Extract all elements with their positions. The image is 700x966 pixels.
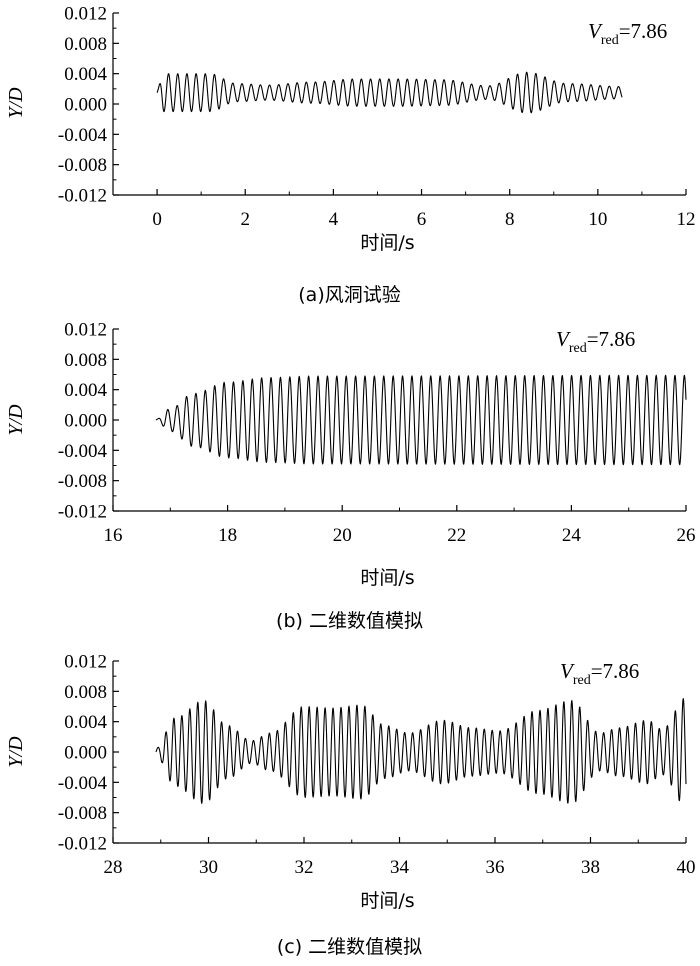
x-tick-label: 34 [390, 857, 410, 878]
y-tick-label: -0.008 [58, 803, 107, 824]
y-tick-label: -0.008 [58, 155, 107, 176]
x-tick-label: 18 [218, 525, 237, 546]
y-tick-label: -0.004 [58, 773, 108, 794]
x-tick-label: 16 [104, 525, 123, 546]
x-tick-label: 2 [240, 209, 250, 230]
x-tick-label: 38 [581, 857, 600, 878]
x-tick-label: 4 [329, 209, 339, 230]
y-tick-label: 0.004 [64, 712, 107, 733]
y-tick-label: 0.012 [64, 320, 107, 341]
y-tick-label: -0.012 [58, 502, 107, 523]
vred-annotation: Vred=7.86 [556, 327, 635, 356]
x-tick-label: 36 [486, 857, 505, 878]
y-tick-label: 0.012 [64, 4, 107, 25]
vred-value: =7.86 [587, 327, 636, 351]
x-axis-title: 时间/s [360, 232, 414, 254]
x-tick-label: 40 [677, 857, 696, 878]
x-tick-label: 12 [677, 209, 696, 230]
vred-sub: red [601, 33, 619, 48]
y-tick-label: 0.008 [64, 350, 107, 371]
x-axis-title: 时间/s [360, 567, 414, 589]
chart-panel-2: 0.012 0.008 0.004 0.000 -0.004 -0.008 -0.01228… [5, 652, 696, 959]
x-tick-label: 6 [417, 209, 427, 230]
y-tick-label: 0.000 [64, 743, 107, 764]
y-axis-title: Y/D [5, 736, 27, 768]
y-tick-label: 0.004 [64, 64, 107, 85]
vred-sub: red [569, 341, 587, 356]
x-tick-label: 28 [104, 857, 123, 878]
series-line-y-over-d [156, 71, 623, 114]
x-tick-label: 0 [152, 209, 162, 230]
y-tick-label: -0.004 [58, 125, 108, 146]
x-tick-label: 10 [588, 209, 607, 230]
panel-caption: (a)风洞试验 [298, 284, 400, 306]
x-tick-label: 24 [562, 525, 582, 546]
y-tick-label: 0.008 [64, 682, 107, 703]
chart-panel-0: 0.012 0.008 0.004 0.000 -0.004 -0.008 -0.012 0 2… [5, 4, 696, 307]
x-tick-label: 32 [295, 857, 314, 878]
y-tick-label: -0.008 [58, 471, 107, 492]
y-tick-label: 0.004 [64, 380, 107, 401]
panel-caption: (b) 二维数值模拟 [276, 610, 423, 632]
vred-sub: red [573, 673, 591, 688]
chart-panel-1: 0.012 0.008 0.004 0.000 -0.004 -0.008 -0.01216… [5, 320, 696, 633]
y-tick-label: -0.012 [58, 834, 107, 855]
vred-var: V [588, 19, 603, 43]
panel-caption: (c) 二维数值模拟 [277, 936, 422, 958]
series-line-y-over-d [155, 374, 687, 466]
vred-value: =7.86 [591, 659, 640, 683]
x-tick-label: 20 [333, 525, 352, 546]
vred-var: V [556, 327, 571, 351]
vred-var: V [560, 659, 575, 683]
x-tick-label: 26 [677, 525, 696, 546]
y-axis-title: Y/D [5, 87, 27, 119]
y-tick-label: -0.004 [58, 441, 108, 462]
y-axis-title: Y/D [5, 404, 27, 436]
series-line-y-over-d [155, 698, 687, 804]
x-tick-label: 30 [199, 857, 218, 878]
x-tick-label: 22 [447, 525, 466, 546]
y-tick-label: 0.012 [64, 652, 107, 673]
y-tick-label: 0.008 [64, 34, 107, 55]
vred-annotation: Vred=7.86 [588, 19, 667, 48]
y-tick-label: 0.000 [64, 411, 107, 432]
x-axis-title: 时间/s [360, 890, 414, 912]
y-tick-label: 0.000 [64, 95, 107, 116]
y-tick-label: -0.012 [58, 186, 107, 207]
vred-value: =7.86 [619, 19, 668, 43]
vred-annotation: Vred=7.86 [560, 659, 639, 688]
x-tick-label: 8 [505, 209, 515, 230]
